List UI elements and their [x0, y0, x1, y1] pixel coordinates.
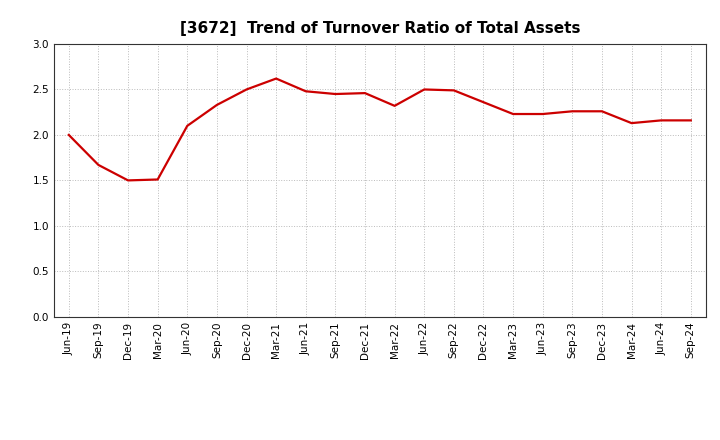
Title: [3672]  Trend of Turnover Ratio of Total Assets: [3672] Trend of Turnover Ratio of Total …	[179, 21, 580, 36]
